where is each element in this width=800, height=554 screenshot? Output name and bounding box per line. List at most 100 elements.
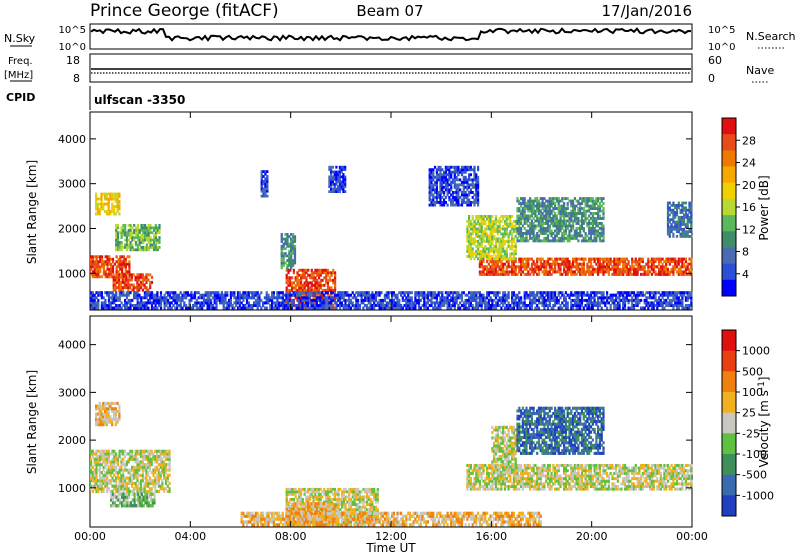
- heatmap-cell: [446, 291, 449, 295]
- heatmap-cell: [672, 215, 675, 219]
- heatmap-cell: [627, 267, 630, 271]
- heatmap-cell: [249, 291, 252, 295]
- heatmap-cell: [374, 298, 378, 302]
- heatmap-cell: [120, 246, 123, 249]
- heatmap-cell: [435, 180, 438, 184]
- heatmap-cell: [475, 178, 478, 182]
- heatmap-cell: [298, 281, 301, 285]
- heatmap-cell: [188, 298, 191, 302]
- heatmap-cell: [466, 249, 469, 253]
- heatmap-cell: [451, 196, 455, 199]
- heatmap-cell: [281, 298, 284, 302]
- heatmap-cell: [90, 293, 93, 297]
- heatmap-cell: [124, 260, 127, 264]
- heatmap-cell: [310, 281, 313, 285]
- heatmap-cell: [511, 252, 514, 256]
- heatmap-cell: [675, 296, 679, 300]
- heatmap-cell: [226, 291, 229, 295]
- heatmap-cell: [407, 304, 410, 307]
- heatmap-cell: [338, 175, 341, 179]
- heatmap-cell: [113, 296, 116, 300]
- heatmap-cell: [322, 301, 326, 305]
- heatmap-cell: [616, 267, 619, 271]
- heatmap-cell: [301, 268, 304, 272]
- heatmap-cell: [478, 227, 481, 231]
- heatmap-cell: [537, 209, 541, 213]
- heatmap-cell: [496, 247, 499, 251]
- heatmap-cell: [98, 202, 101, 206]
- heatmap-cell: [138, 288, 141, 292]
- heatmap-cell: [494, 249, 498, 253]
- heatmap-cell: [100, 265, 104, 269]
- heatmap-cell: [439, 180, 442, 184]
- heatmap-cell: [417, 296, 421, 300]
- heatmap-cell: [444, 165, 447, 169]
- heatmap-cell: [496, 304, 499, 307]
- heatmap-cell: [550, 272, 553, 276]
- heatmap-cell: [602, 209, 605, 213]
- heatmap-cell: [323, 268, 326, 272]
- heatmap-cell: [271, 293, 274, 297]
- heatmap-cell: [451, 180, 455, 184]
- heatmap-cell: [672, 201, 675, 205]
- heatmap-cell: [176, 293, 179, 297]
- heatmap-cell: [516, 232, 519, 235]
- heatmap-cell: [507, 296, 510, 300]
- heatmap-cell: [129, 248, 132, 252]
- heatmap-cell: [496, 291, 499, 295]
- heatmap-cell: [132, 288, 135, 292]
- heatmap-cell: [564, 209, 567, 213]
- heatmap-cell: [121, 270, 124, 274]
- heatmap-cell: [622, 262, 625, 266]
- heatmap-cell: [150, 280, 154, 284]
- heatmap-cell: [124, 257, 127, 261]
- heatmap-cell: [584, 232, 587, 235]
- heatmap-cell: [280, 261, 283, 265]
- heatmap-cell: [663, 265, 666, 269]
- heatmap-cell: [403, 293, 406, 297]
- heatmap-cell: [149, 226, 152, 230]
- heatmap-cell: [129, 243, 132, 247]
- heatmap-cell: [280, 252, 283, 255]
- heatmap-cell: [333, 187, 336, 191]
- heatmap-cell: [210, 293, 213, 297]
- heatmap-cell: [532, 207, 535, 210]
- heatmap-cell: [414, 304, 417, 307]
- heatmap-cell: [690, 270, 693, 274]
- heatmap-cell: [100, 275, 104, 279]
- station-title: Prince George (fitACF): [90, 1, 279, 21]
- heatmap-cell: [469, 304, 472, 307]
- heatmap-cell: [210, 291, 213, 295]
- heatmap-cell: [288, 298, 292, 302]
- heatmap-cell: [281, 301, 284, 305]
- heatmap-cell: [563, 232, 566, 235]
- heatmap-cell: [136, 224, 139, 227]
- heatmap-cell: [589, 222, 593, 225]
- heatmap-cell: [263, 306, 266, 310]
- heatmap-cell: [430, 301, 433, 305]
- heatmap-cell: [317, 273, 321, 277]
- heatmap-cell: [527, 239, 530, 243]
- heatmap-cell: [457, 188, 460, 192]
- heatmap-cell: [586, 265, 589, 269]
- heatmap-cell: [615, 257, 618, 261]
- heatmap-cell: [623, 301, 627, 305]
- heatmap-cell: [649, 270, 652, 274]
- heatmap-cell: [437, 168, 440, 172]
- heatmap-cell: [494, 265, 498, 269]
- heatmap-cell: [491, 260, 494, 264]
- heatmap-cell: [317, 298, 320, 302]
- heatmap-cell: [668, 201, 671, 205]
- heatmap-cell: [530, 298, 533, 302]
- heatmap-cell: [665, 298, 668, 302]
- heatmap-cell: [432, 196, 435, 199]
- heatmap-cell: [480, 306, 483, 310]
- heatmap-cell: [107, 301, 111, 305]
- heatmap-cell: [408, 304, 412, 307]
- heatmap-cell: [116, 304, 120, 307]
- heatmap-cell: [478, 293, 481, 297]
- heatmap-cell: [412, 306, 415, 310]
- heatmap-cell: [328, 271, 331, 275]
- heatmap-cell: [530, 227, 533, 230]
- heatmap-cell: [516, 207, 519, 210]
